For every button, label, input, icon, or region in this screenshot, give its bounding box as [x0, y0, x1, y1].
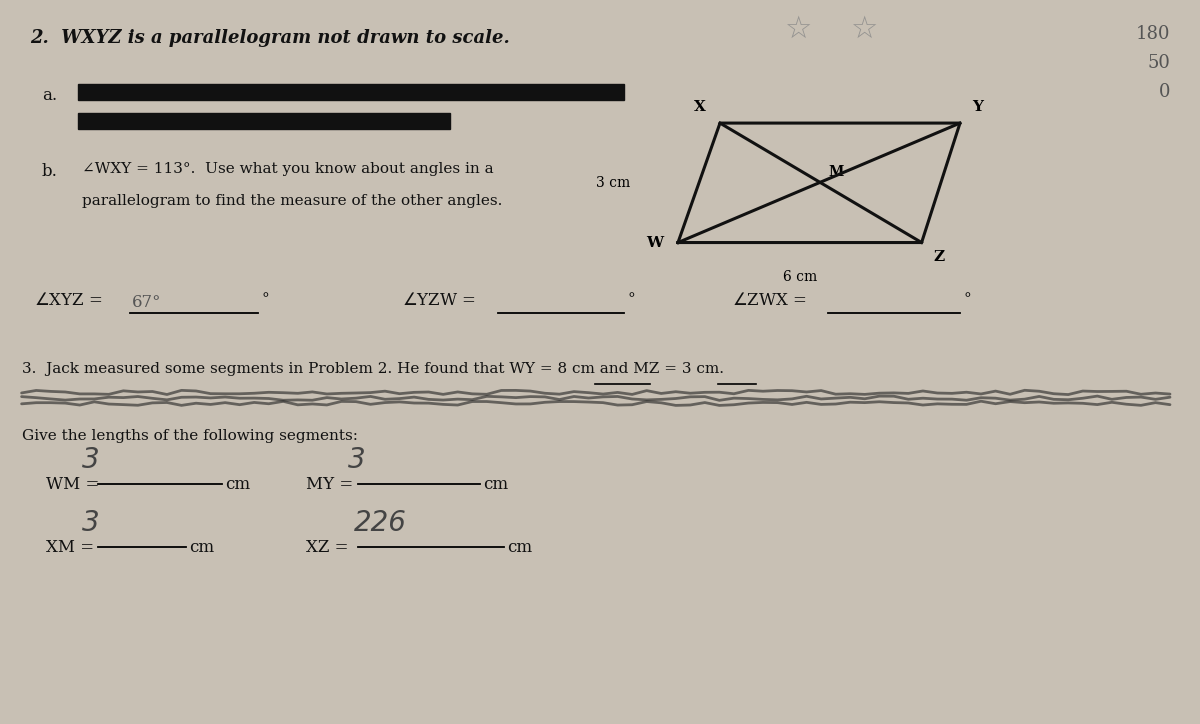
- Text: WM =: WM =: [46, 476, 98, 493]
- Text: cm: cm: [508, 539, 533, 556]
- Bar: [78, 113, 450, 129]
- Text: $\angle$ZWX =: $\angle$ZWX =: [732, 292, 806, 309]
- Text: 3 cm: 3 cm: [595, 176, 630, 190]
- Text: 3: 3: [82, 509, 100, 537]
- Text: 50: 50: [1147, 54, 1170, 72]
- Text: 0: 0: [1158, 83, 1170, 101]
- Text: parallelogram to find the measure of the other angles.: parallelogram to find the measure of the…: [82, 194, 502, 208]
- Text: cm: cm: [190, 539, 215, 556]
- Text: ☆: ☆: [851, 14, 877, 43]
- Text: X: X: [694, 101, 706, 114]
- Text: 67°: 67°: [132, 294, 162, 311]
- Text: M: M: [829, 165, 844, 179]
- Text: ∠WXY = 113°.  Use what you know about angles in a: ∠WXY = 113°. Use what you know about ang…: [82, 162, 493, 176]
- Text: Y: Y: [972, 101, 983, 114]
- Text: 3: 3: [82, 446, 100, 474]
- Text: 180: 180: [1135, 25, 1170, 43]
- Text: $\angle$YZW =: $\angle$YZW =: [402, 292, 476, 309]
- Text: measure of sides XY and YZ.: measure of sides XY and YZ.: [82, 116, 293, 130]
- Text: 3.  Jack measured some segments in Problem 2. He found that WY = 8 cm and MZ = 3: 3. Jack measured some segments in Proble…: [22, 362, 724, 376]
- Bar: [78, 84, 624, 100]
- Text: cm: cm: [226, 476, 251, 493]
- Text: Z: Z: [934, 250, 944, 264]
- Text: Using what you know about parallelograms, give the: Using what you know about parallelograms…: [82, 85, 474, 99]
- Text: MY =: MY =: [306, 476, 353, 493]
- Text: b.: b.: [42, 163, 58, 180]
- Text: 6 cm: 6 cm: [782, 270, 817, 284]
- Text: °: °: [628, 292, 635, 306]
- Text: °: °: [262, 292, 269, 306]
- Text: °: °: [964, 292, 971, 306]
- Text: W: W: [647, 235, 664, 250]
- Text: cm: cm: [484, 476, 509, 493]
- Text: 226: 226: [354, 509, 407, 537]
- Text: a.: a.: [42, 87, 58, 104]
- Text: XM =: XM =: [46, 539, 94, 556]
- Text: $\angle$XYZ =: $\angle$XYZ =: [34, 292, 102, 309]
- Text: XZ =: XZ =: [306, 539, 348, 556]
- Text: Give the lengths of the following segments:: Give the lengths of the following segmen…: [22, 429, 358, 442]
- Text: 3: 3: [348, 446, 366, 474]
- Text: 2.  WXYZ is a parallelogram not drawn to scale.: 2. WXYZ is a parallelogram not drawn to …: [30, 29, 510, 47]
- Text: ☆: ☆: [785, 14, 811, 43]
